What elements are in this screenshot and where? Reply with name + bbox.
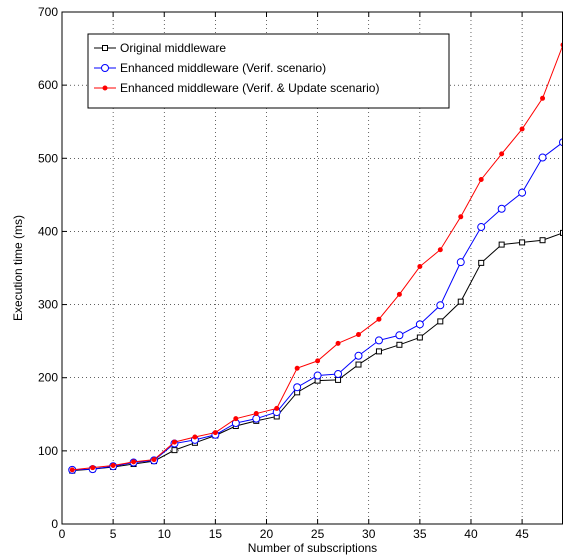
data-point xyxy=(151,457,157,463)
data-point xyxy=(417,264,423,270)
data-point xyxy=(457,298,464,305)
data-point xyxy=(354,351,363,360)
legend: Original middleware Enhanced middleware (… xyxy=(87,33,450,109)
data-point xyxy=(478,259,485,266)
data-point xyxy=(539,237,546,244)
data-point xyxy=(233,416,239,422)
data-point xyxy=(69,467,75,473)
data-point xyxy=(376,316,382,322)
data-point xyxy=(560,229,563,236)
legend-marker xyxy=(101,64,109,72)
y-axis-label: Execution time (ms) xyxy=(11,215,25,321)
data-point xyxy=(395,331,404,340)
legend-box xyxy=(87,33,450,109)
data-point xyxy=(458,214,464,220)
data-point xyxy=(540,95,546,101)
x-tick-label: 15 xyxy=(209,527,223,541)
y-tick-label: 100 xyxy=(38,444,58,458)
legend-item: Enhanced middleware (Verif. scenario) xyxy=(94,61,326,75)
x-tick-label: 25 xyxy=(311,527,325,541)
data-point xyxy=(335,340,341,346)
x-tick-label: 10 xyxy=(158,527,172,541)
y-tick-label: 300 xyxy=(38,298,58,312)
data-point xyxy=(334,370,343,379)
y-tick-label: 600 xyxy=(38,78,58,92)
data-point xyxy=(315,358,321,364)
data-point xyxy=(499,151,505,157)
legend-marker xyxy=(102,85,108,91)
data-point xyxy=(478,176,484,182)
y-tick-label: 400 xyxy=(38,224,58,238)
data-point xyxy=(131,459,137,465)
data-point xyxy=(192,434,198,440)
y-tick-label: 700 xyxy=(38,5,58,19)
data-point xyxy=(294,365,300,371)
series-3 xyxy=(69,42,563,473)
data-point xyxy=(497,204,506,213)
data-point xyxy=(313,371,322,380)
data-point xyxy=(293,383,302,392)
legend-label: Enhanced middleware (Verif. scenario) xyxy=(120,61,326,75)
data-point xyxy=(253,411,259,417)
y-tick-label: 200 xyxy=(38,371,58,385)
data-point xyxy=(374,336,383,345)
x-tick-label: 40 xyxy=(464,527,478,541)
series-layer xyxy=(68,42,563,474)
y-tick-label: 0 xyxy=(51,517,58,531)
axis-ticks: 0 5 10 15 20 25 30 35 40 45 0 100 200 300 400 500 600 700 xyxy=(38,5,529,541)
data-point xyxy=(437,318,444,325)
x-axis-label: Number of subscriptions xyxy=(248,541,377,555)
data-point xyxy=(519,126,525,132)
data-point xyxy=(396,341,403,348)
data-point xyxy=(498,241,505,248)
data-point xyxy=(436,301,445,310)
data-point xyxy=(355,361,362,368)
data-point xyxy=(396,291,402,297)
data-point xyxy=(519,239,526,246)
legend-marker xyxy=(102,45,108,51)
legend-item: Original middleware xyxy=(94,41,226,55)
x-tick-label: 45 xyxy=(515,527,529,541)
data-point xyxy=(212,430,218,436)
data-point xyxy=(456,258,465,267)
data-point xyxy=(252,414,261,423)
data-point xyxy=(375,348,382,355)
legend-label: Original middleware xyxy=(120,41,226,55)
data-point xyxy=(110,462,116,468)
x-tick-label: 35 xyxy=(413,527,427,541)
data-point xyxy=(171,439,177,445)
data-point xyxy=(416,334,423,341)
x-tick-label: 20 xyxy=(260,527,274,541)
legend-item: Enhanced middleware (Verif. & Update sce… xyxy=(94,81,379,95)
data-point xyxy=(477,223,486,232)
x-tick-label: 5 xyxy=(110,527,117,541)
data-point xyxy=(538,153,547,162)
data-point xyxy=(90,465,96,471)
data-point xyxy=(356,332,362,338)
data-point xyxy=(171,447,178,454)
x-tick-label: 0 xyxy=(59,527,66,541)
data-point xyxy=(518,188,527,197)
x-tick-label: 30 xyxy=(362,527,376,541)
data-point xyxy=(415,320,424,329)
data-point xyxy=(437,247,443,253)
data-point xyxy=(274,405,280,411)
data-point xyxy=(335,376,342,383)
legend-label: Enhanced middleware (Verif. & Update sce… xyxy=(120,81,379,95)
y-tick-label: 500 xyxy=(38,151,58,165)
